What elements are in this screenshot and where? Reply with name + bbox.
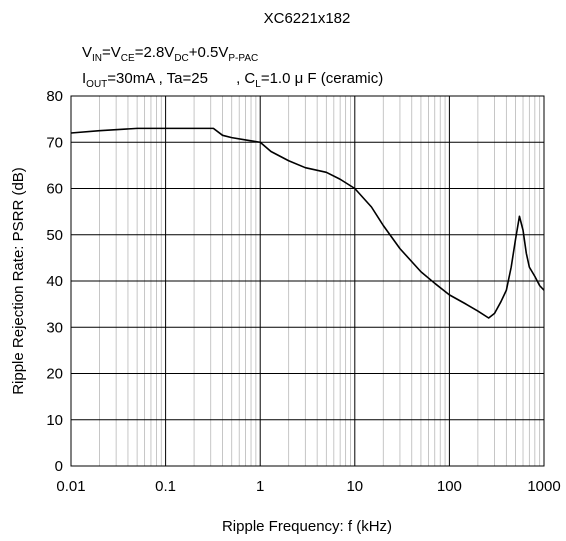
subtitle-2-c: , C <box>232 70 256 87</box>
subtitle-1-c-sub: DC <box>174 53 188 64</box>
y-tick-label: 70 <box>46 134 63 151</box>
subtitle-1-b-sub: CE <box>121 53 135 64</box>
series-line-1 <box>70 127 545 319</box>
x-tick-label: 1000 <box>527 478 560 495</box>
subtitle-1-d: +0.5V <box>189 44 229 61</box>
y-tick-label: 60 <box>46 181 63 198</box>
y-tick-label: 10 <box>46 412 63 429</box>
x-tick-label: 0.1 <box>155 478 176 495</box>
subtitle-1-a-sub: IN <box>92 53 102 64</box>
y-tick-label: 0 <box>55 458 63 475</box>
series-layer <box>70 127 545 319</box>
subtitle-2-b: =30mA , Ta=25 <box>107 70 208 87</box>
subtitle-2-d: =1.0 μ F (ceramic) <box>261 70 383 87</box>
y-axis-label: Ripple Rejection Rate: PSRR (dB) <box>10 167 27 395</box>
tick-labels: 0.01 0.1 1 10 100 1000 0 10 20 30 40 50 60 70 80 <box>46 88 560 495</box>
y-tick-label: 40 <box>46 273 63 290</box>
x-tick-label: 100 <box>437 478 462 495</box>
y-tick-label: 20 <box>46 366 63 383</box>
y-tick-label: 30 <box>46 319 63 336</box>
chart-subtitle-line-2: IOUT=30mA , Ta=25 , CL=1.0 μ F (ceramic) <box>82 70 383 90</box>
grid-lines <box>70 95 544 467</box>
subtitle-2-a-sub: OUT <box>86 79 107 90</box>
subtitle-1-c: =2.8V <box>135 44 175 61</box>
plot-area-frame <box>70 95 545 467</box>
chart-subtitle-line-1: VIN=VCE=2.8VDC+0.5VP-PAC <box>82 44 258 64</box>
x-tick-label: 1 <box>256 478 264 495</box>
subtitle-1-d-sub: P-PAC <box>228 53 258 64</box>
x-axis-label: Ripple Frequency: f (kHz) <box>222 518 392 535</box>
y-tick-label: 50 <box>46 227 63 244</box>
subtitle-2-a: I <box>82 70 86 87</box>
subtitle-1-b: =V <box>102 44 121 61</box>
y-tick-label: 80 <box>46 88 63 105</box>
subtitle-2-c-sub: L <box>255 79 261 90</box>
subtitle-1-a: V <box>82 44 92 61</box>
x-tick-label: 10 <box>346 478 363 495</box>
chart-title: XC6221x182 <box>264 10 351 27</box>
x-tick-label: 0.01 <box>56 478 85 495</box>
